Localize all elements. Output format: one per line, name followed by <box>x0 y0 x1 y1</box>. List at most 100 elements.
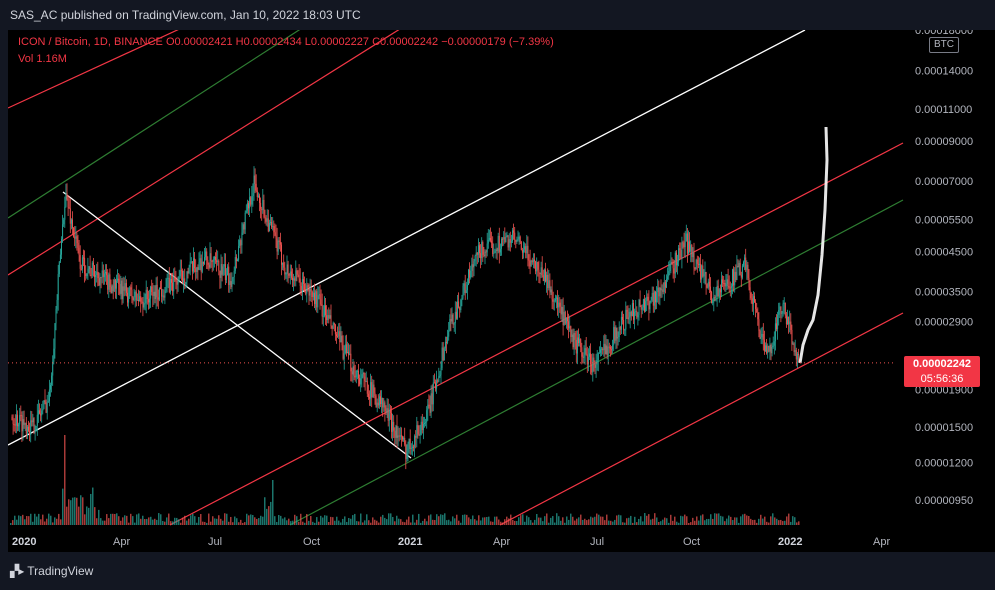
candle-body <box>468 269 469 285</box>
candle-body <box>271 221 273 228</box>
candle-body <box>763 339 765 352</box>
volume-bar <box>706 518 708 525</box>
candle-body <box>286 264 288 273</box>
candle-body <box>154 291 156 300</box>
volume-bar <box>302 521 304 525</box>
volume-bar <box>300 513 302 525</box>
volume-bar <box>154 518 156 525</box>
volume-bar <box>108 518 110 525</box>
candle-body <box>583 355 585 358</box>
candle-body <box>142 301 144 308</box>
candle-body <box>123 286 125 291</box>
volume-bar <box>682 516 684 525</box>
volume-bar <box>514 520 516 525</box>
candle-body <box>33 418 35 434</box>
volume-bar <box>368 520 370 525</box>
candle-body <box>413 446 414 448</box>
candle-body <box>582 356 584 358</box>
volume-bar <box>138 513 140 525</box>
candle-body <box>402 436 403 440</box>
candle-body <box>798 353 799 355</box>
volume-bar <box>444 513 446 525</box>
x-axis-tick-label: Apr <box>113 536 130 548</box>
candle-body <box>684 241 686 248</box>
volume-bar <box>386 519 388 525</box>
volume-bar <box>426 521 428 525</box>
candle-body <box>189 261 191 268</box>
candle-body <box>178 276 180 280</box>
volume-bar <box>622 522 624 525</box>
candle-body <box>161 289 163 297</box>
candle-body <box>262 199 264 211</box>
candle-body <box>546 274 548 282</box>
candle-body <box>336 334 337 337</box>
candle-body <box>609 346 611 350</box>
volume-bar <box>172 521 174 525</box>
candle-body <box>103 273 105 278</box>
candle-body <box>604 343 606 355</box>
candle-body <box>428 404 430 406</box>
candle-body <box>795 349 797 360</box>
volume-bar <box>612 521 614 525</box>
candle-body <box>796 353 798 360</box>
candle-body <box>62 224 64 239</box>
candle-body <box>35 425 37 432</box>
candle-body <box>39 410 40 414</box>
candle-body <box>594 362 596 368</box>
volume-bar <box>42 514 44 525</box>
volume-bar <box>732 520 734 525</box>
y-axis-tick-label: 0.00004500 <box>915 247 973 259</box>
volume-bar <box>584 518 586 525</box>
volume-bar <box>730 516 732 525</box>
candle-body <box>245 210 247 213</box>
candle-body <box>234 257 236 271</box>
candle-body <box>769 344 771 352</box>
candle-body <box>370 382 372 399</box>
candle-body <box>289 271 291 276</box>
volume-bar <box>440 514 442 525</box>
volume-bar <box>716 513 718 525</box>
volume-bar <box>160 514 162 525</box>
volume-bar <box>322 517 324 525</box>
currency-badge[interactable]: BTC <box>929 37 959 53</box>
candle-body <box>310 288 312 292</box>
candle-body <box>342 345 344 359</box>
tradingview-logo[interactable]: ▞▸ TradingView <box>10 564 93 578</box>
volume-bar <box>452 516 454 525</box>
candle-body <box>725 283 727 287</box>
candle-body <box>91 262 93 276</box>
price-chart[interactable]: 0.00018000 0.00014000 0.00011000 0.00009000… <box>8 30 995 552</box>
legend-symbol[interactable]: ICON / Bitcoin, 1D, BINANCE <box>18 36 163 48</box>
candle-body <box>198 262 200 270</box>
candle-body <box>545 269 546 282</box>
volume-bar <box>562 517 564 525</box>
candle-body <box>371 382 373 398</box>
candle-body <box>265 218 267 222</box>
bar-countdown: 05:56:36 <box>920 373 964 385</box>
candle-body <box>639 299 641 306</box>
candle-body <box>569 326 571 329</box>
volume-bar <box>66 506 68 525</box>
volume-bar <box>340 522 342 525</box>
volume-value: 1.16M <box>36 53 67 65</box>
candle-body <box>388 409 390 421</box>
chart-area[interactable]: 0.00018000 0.00014000 0.00011000 0.00009000… <box>8 30 995 552</box>
candle-body <box>353 366 355 376</box>
volume-bar <box>274 516 276 525</box>
volume-bar <box>226 513 228 525</box>
volume-bar <box>214 518 216 525</box>
candle-body <box>110 286 112 293</box>
candle-body <box>187 271 189 274</box>
candle-body <box>685 233 687 242</box>
volume-bar <box>578 517 580 525</box>
candle-body <box>630 311 632 316</box>
candle-body <box>19 415 21 425</box>
candle-body <box>257 195 259 198</box>
volume-bar <box>624 522 626 525</box>
candle-body <box>596 360 598 365</box>
volume-bar <box>272 480 274 525</box>
candle-body <box>185 282 187 284</box>
candle-body <box>374 392 376 397</box>
volume-bar <box>324 515 326 525</box>
volume-bar <box>750 518 752 525</box>
